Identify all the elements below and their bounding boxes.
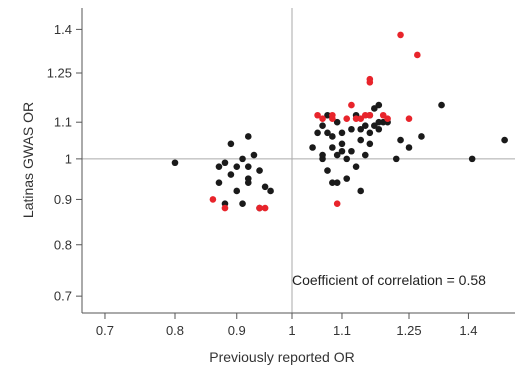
black-data-point bbox=[324, 129, 331, 137]
black-data-point bbox=[309, 144, 316, 151]
black-data-point bbox=[338, 129, 346, 137]
black-data-point bbox=[329, 179, 336, 186]
x-tick-label: 1.4 bbox=[459, 323, 477, 338]
black-data-point bbox=[233, 187, 241, 195]
x-tick-label: 1.1 bbox=[333, 323, 351, 338]
red-data-point bbox=[352, 115, 360, 123]
y-tick-label: 0.9 bbox=[54, 192, 72, 207]
black-data-point bbox=[375, 101, 383, 109]
black-data-point bbox=[244, 133, 252, 140]
black-data-point bbox=[239, 200, 246, 208]
red-data-point bbox=[319, 115, 326, 123]
black-data-point bbox=[352, 163, 360, 170]
black-data-point bbox=[171, 159, 179, 167]
red-data-point bbox=[405, 115, 413, 123]
red-data-point bbox=[414, 51, 421, 59]
black-data-point bbox=[227, 140, 235, 148]
black-data-point bbox=[357, 125, 365, 133]
black-data-point bbox=[244, 163, 252, 170]
black-data-point bbox=[333, 118, 341, 126]
black-data-point bbox=[348, 147, 355, 155]
red-data-point bbox=[329, 115, 336, 123]
black-data-point bbox=[319, 122, 326, 130]
x-tick-label: 1 bbox=[288, 323, 295, 338]
black-data-point bbox=[244, 175, 252, 182]
black-data-point bbox=[215, 179, 223, 186]
red-data-point bbox=[397, 31, 404, 39]
black-data-point bbox=[338, 147, 346, 155]
reference-lines bbox=[82, 8, 515, 313]
x-tick-label: 0.7 bbox=[96, 323, 114, 338]
correlation-annotation: Coefficient of correlation = 0.58 bbox=[292, 272, 486, 288]
y-tick-label: 1.25 bbox=[47, 66, 72, 81]
x-axis-ticks: 0.7 0.8 0.9 1 1.1 1.25 1.4 bbox=[96, 313, 477, 338]
black-data-point bbox=[215, 163, 223, 170]
y-tick-label: 0.8 bbox=[54, 237, 72, 252]
data-points bbox=[171, 31, 508, 212]
red-data-point bbox=[361, 111, 369, 119]
y-tick-label: 1.1 bbox=[54, 115, 72, 130]
black-data-point bbox=[239, 155, 246, 163]
red-data-point bbox=[256, 204, 263, 212]
x-tick-label: 1.25 bbox=[396, 323, 421, 338]
axes bbox=[81, 8, 515, 314]
black-data-point bbox=[333, 179, 341, 186]
black-data-point bbox=[361, 151, 369, 159]
black-data-point bbox=[261, 183, 269, 191]
black-data-point bbox=[314, 129, 321, 137]
red-data-point bbox=[314, 111, 321, 119]
black-data-point bbox=[267, 187, 274, 195]
red-data-point bbox=[209, 196, 217, 203]
black-data-point bbox=[333, 151, 341, 159]
black-data-point bbox=[227, 171, 235, 178]
black-data-point bbox=[366, 140, 374, 148]
black-data-point bbox=[371, 122, 378, 130]
red-data-point bbox=[333, 200, 341, 208]
red-data-point bbox=[221, 204, 229, 212]
black-data-point bbox=[375, 125, 383, 133]
red-data-point bbox=[357, 115, 365, 123]
black-data-point bbox=[221, 159, 229, 167]
black-data-point bbox=[438, 101, 445, 109]
x-tick-label: 0.9 bbox=[228, 323, 246, 338]
red-data-point bbox=[343, 115, 351, 123]
black-data-point bbox=[468, 155, 476, 163]
black-data-point bbox=[405, 144, 413, 151]
black-data-point bbox=[418, 133, 425, 140]
black-data-point bbox=[357, 187, 365, 195]
black-data-point bbox=[250, 151, 258, 159]
black-data-point bbox=[348, 125, 355, 133]
black-data-point bbox=[366, 129, 374, 137]
y-tick-label: 0.7 bbox=[54, 289, 72, 304]
black-data-point bbox=[357, 136, 365, 144]
black-data-point bbox=[343, 175, 351, 182]
black-data-point bbox=[361, 122, 369, 130]
black-data-point bbox=[501, 136, 508, 144]
x-tick-label: 0.8 bbox=[166, 323, 184, 338]
y-tick-label: 1 bbox=[65, 151, 72, 166]
black-data-point bbox=[324, 111, 331, 119]
red-data-point bbox=[261, 204, 269, 212]
red-data-point bbox=[348, 101, 355, 109]
red-data-point bbox=[366, 75, 374, 83]
black-data-point bbox=[233, 163, 241, 170]
x-axis-title: Previously reported OR bbox=[209, 349, 355, 365]
red-data-point bbox=[366, 111, 374, 119]
y-axis-title: Latinas GWAS OR bbox=[20, 102, 36, 218]
y-tick-label: 1.4 bbox=[54, 22, 72, 37]
black-data-point bbox=[392, 155, 400, 163]
black-data-point bbox=[256, 167, 263, 174]
black-data-point bbox=[329, 133, 336, 140]
black-data-point bbox=[319, 151, 326, 159]
y-axis-ticks: 0.7 0.8 0.9 1 1.1 1.25 1.4 bbox=[47, 22, 82, 304]
black-data-point bbox=[397, 136, 404, 144]
black-data-point bbox=[324, 167, 331, 174]
black-data-point bbox=[343, 155, 351, 163]
red-data-point bbox=[384, 115, 391, 123]
black-data-point bbox=[329, 144, 336, 151]
black-data-point bbox=[338, 140, 346, 148]
